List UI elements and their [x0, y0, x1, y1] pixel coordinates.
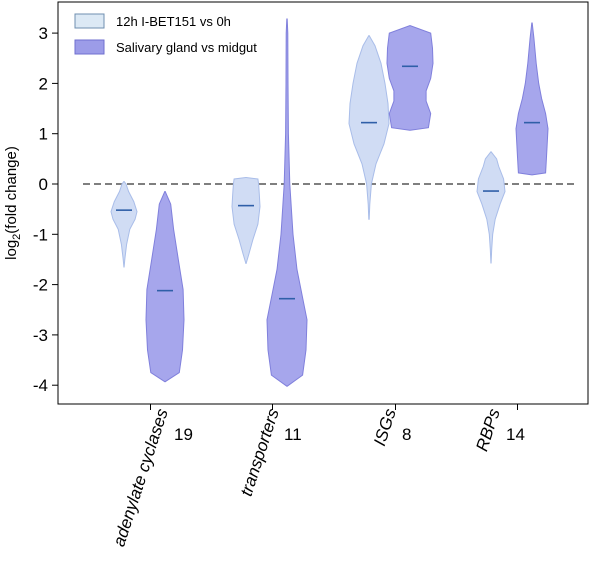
y-tick-label: -1 [33, 225, 48, 244]
legend-label-1: 12h I-BET151 vs 0h [116, 14, 231, 29]
violin-tissue-2 [386, 25, 434, 131]
y-axis-label-main: log [3, 240, 20, 260]
violin-tissue-1 [266, 18, 308, 387]
violin-treatment-3 [476, 151, 506, 264]
y-tick-label: 3 [39, 24, 48, 43]
legend: 12h I-BET151 vs 0h Salivary gland vs mid… [74, 13, 257, 55]
category-label: transporters [237, 406, 283, 499]
violin-tissue-0 [145, 191, 185, 383]
category-label: ISGs [370, 406, 400, 448]
legend-swatch-1 [74, 13, 105, 29]
category-label: adenylate cyclases [109, 406, 172, 549]
violin-treatment-0 [110, 181, 138, 268]
y-tick-label: 0 [39, 175, 48, 194]
plot-frame [57, 1, 589, 405]
violin-treatment-1 [231, 177, 261, 264]
y-axis-label: log2(fold change) [3, 146, 23, 260]
y-tick-label: -3 [33, 326, 48, 345]
violin-treatment-2 [348, 35, 390, 220]
category-count: 14 [506, 425, 525, 444]
legend-swatch-2 [74, 39, 105, 55]
violins-layer [110, 18, 549, 387]
y-axis-label-rest: (fold change) [3, 146, 20, 234]
violin-tissue-3 [515, 22, 549, 176]
y-tick-label: -4 [33, 376, 48, 395]
x-axis: adenylate cyclases 19 transporters 11 ISGs 8 R… [109, 404, 525, 549]
category-count: 11 [284, 425, 302, 444]
category-count: 8 [402, 425, 411, 444]
y-tick-label: -2 [33, 276, 48, 295]
y-tick-label: 2 [39, 74, 48, 93]
category-label: RBPs [472, 406, 504, 454]
category-count: 19 [174, 425, 193, 444]
y-tick-label: 1 [39, 125, 48, 144]
y-axis-label-subscript: 2 [11, 234, 23, 240]
legend-label-2: Salivary gland vs midgut [116, 40, 257, 55]
y-axis: -4 -3 -2 -1 0 1 2 3 [33, 24, 58, 395]
